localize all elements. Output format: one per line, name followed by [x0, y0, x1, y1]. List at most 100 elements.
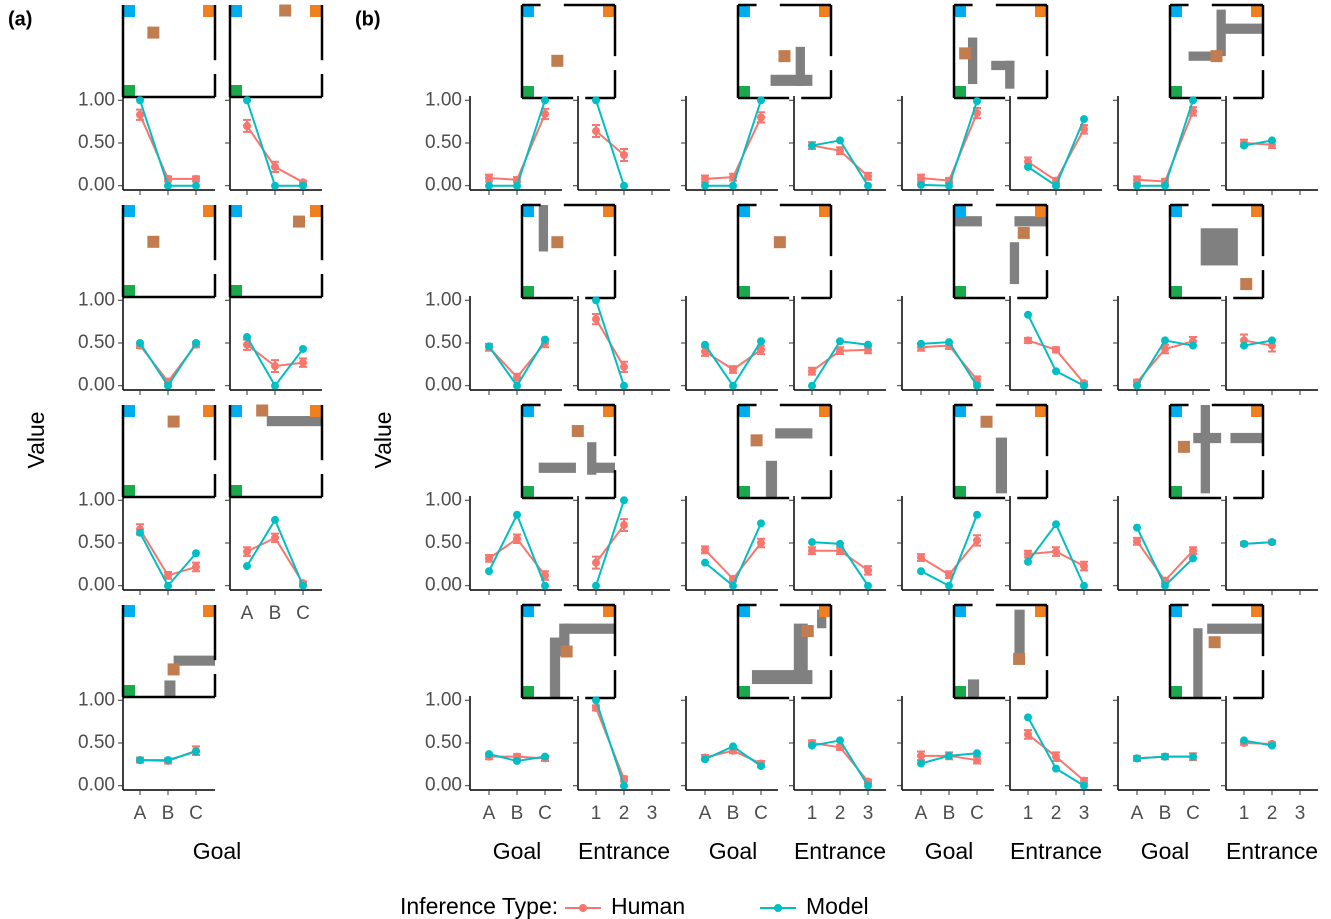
model-point — [1052, 765, 1060, 773]
legend-label: Model — [806, 893, 869, 919]
model-point — [1189, 96, 1197, 104]
goal-c — [1170, 86, 1182, 98]
x-tick-label: 1 — [1023, 803, 1034, 824]
model-point — [1133, 754, 1141, 762]
legend-label: Human — [611, 893, 685, 919]
human-point — [701, 546, 709, 554]
model-point — [973, 382, 981, 390]
y-tick-label: 0.50 — [78, 132, 115, 153]
x-axis-title: Goal — [709, 838, 758, 864]
y-tick-label: 0.00 — [78, 575, 115, 596]
y-tick-label: 0.00 — [425, 575, 462, 596]
x-tick-label: A — [1131, 803, 1144, 824]
model-point — [864, 182, 872, 190]
model-point — [836, 736, 844, 744]
human-point — [271, 362, 279, 370]
goal-b — [310, 405, 322, 417]
human-point — [485, 174, 493, 182]
human-point — [917, 554, 925, 562]
legend-point — [774, 904, 782, 912]
goal-a — [954, 5, 966, 17]
goal-b — [603, 5, 615, 17]
agent — [168, 416, 180, 428]
model-point — [757, 337, 765, 345]
goal-c — [522, 486, 534, 498]
maze-wall — [996, 438, 1007, 494]
maze-wall — [539, 205, 548, 252]
x-tick-label: 2 — [1267, 803, 1278, 824]
human-line — [247, 538, 303, 583]
maze-wall — [1193, 628, 1202, 698]
model-point — [1024, 713, 1032, 721]
human-point — [917, 174, 925, 182]
x-tick-label: B — [943, 803, 956, 824]
goal-b — [603, 205, 615, 217]
y-tick-label: 0.00 — [425, 175, 462, 196]
model-point — [271, 382, 279, 390]
x-axis-title: Entrance — [1010, 838, 1102, 864]
goal-c — [738, 86, 750, 98]
model-point — [164, 582, 172, 590]
model-point — [945, 582, 953, 590]
model-point — [1189, 753, 1197, 761]
maze-wall — [954, 216, 982, 226]
human-line — [489, 343, 545, 377]
goal-c — [738, 486, 750, 498]
y-tick-label: 1.00 — [425, 489, 462, 510]
maze-wall — [1207, 624, 1263, 634]
human-point — [592, 559, 600, 567]
goal-a — [522, 405, 534, 417]
model-point — [620, 782, 628, 790]
goal-a — [522, 605, 534, 617]
model-point — [192, 748, 200, 756]
y-tick-label: 0.50 — [78, 732, 115, 753]
goal-c — [954, 686, 966, 698]
goal-a — [1170, 605, 1182, 617]
model-point — [513, 382, 521, 390]
model-point — [836, 540, 844, 548]
goal-b — [819, 205, 831, 217]
agent — [959, 47, 971, 59]
x-tick-label: C — [296, 603, 310, 624]
model-point — [592, 696, 600, 704]
x-tick-label: C — [538, 803, 552, 824]
model-point — [1080, 115, 1088, 123]
x-tick-label: C — [1186, 803, 1200, 824]
human-point — [271, 163, 279, 171]
x-tick-label: 1 — [591, 803, 602, 824]
human-point — [192, 563, 200, 571]
x-tick-label: B — [162, 803, 175, 824]
x-tick-label: B — [727, 803, 740, 824]
goal-a — [738, 605, 750, 617]
y-tick-label: 0.50 — [425, 732, 462, 753]
human-point — [1052, 548, 1060, 556]
y-axis-title: Value — [370, 411, 396, 468]
model-point — [1268, 538, 1276, 546]
x-tick-label: A — [241, 603, 254, 624]
model-point — [592, 96, 600, 104]
human-line — [140, 529, 196, 575]
goal-b — [603, 605, 615, 617]
model-point — [917, 181, 925, 189]
human-line — [489, 539, 545, 576]
goal-a — [230, 205, 242, 217]
panel-label: (b) — [355, 8, 381, 30]
model-point — [1189, 554, 1197, 562]
model-point — [1161, 182, 1169, 190]
model-line — [705, 341, 761, 385]
legend-point — [579, 904, 587, 912]
model-point — [164, 382, 172, 390]
human-point — [757, 539, 765, 547]
model-line — [489, 100, 545, 185]
maze-wall — [164, 680, 175, 697]
human-point — [1052, 753, 1060, 761]
goal-b — [310, 205, 322, 217]
goal-b — [1251, 205, 1263, 217]
y-tick-label: 0.00 — [78, 175, 115, 196]
model-point — [541, 96, 549, 104]
x-tick-label: A — [915, 803, 928, 824]
x-axis-title: Entrance — [1226, 838, 1318, 864]
model-point — [864, 582, 872, 590]
model-point — [1268, 136, 1276, 144]
goal-b — [203, 5, 215, 17]
